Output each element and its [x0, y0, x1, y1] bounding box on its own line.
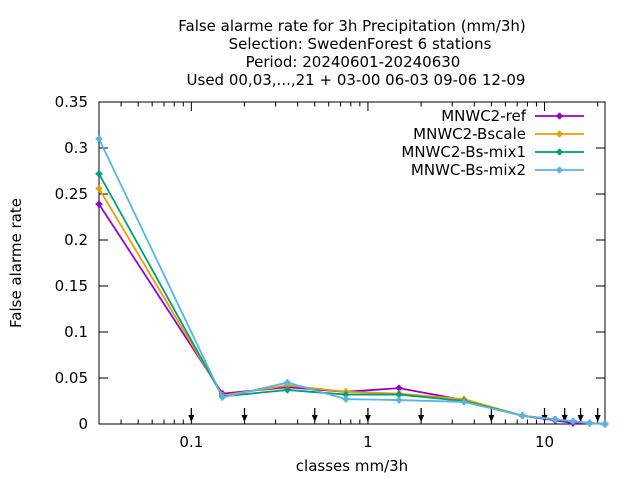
chart-title-line-1: False alarme rate for 3h Precipitation (… — [178, 17, 526, 35]
series-3-point-10 — [602, 421, 608, 427]
axes: 0 0.05 0.1 0.15 0.2 0.25 0.3 0.35 0.1 1 10 — [55, 93, 605, 451]
legend-marker-3 — [556, 167, 563, 173]
class-marker-arrow-2 — [311, 415, 318, 422]
y-tick-label-1: 0.05 — [55, 369, 88, 387]
legend-label-1: MNWC2-Bscale — [413, 125, 526, 143]
chart-title-line-3: Period: 20240601-20240630 — [246, 53, 461, 71]
chart-title-line-4: Used 00,03,...,21 + 03-00 06-03 09-06 12… — [187, 71, 526, 89]
class-marker-arrow-1 — [241, 415, 248, 422]
series-3-point-2 — [284, 380, 291, 386]
x-axis-label: classes mm/3h — [296, 457, 408, 475]
y-tick-label-3: 0.15 — [55, 277, 88, 295]
legend-marker-0 — [556, 113, 563, 119]
series-layer — [95, 135, 609, 428]
series-0-point-4 — [396, 385, 402, 391]
chart-title-line-2: Selection: SwedenForest 6 stations — [229, 35, 492, 53]
series-3-point-5 — [461, 399, 467, 405]
legend-label-3: MNWC-Bs-mix2 — [411, 161, 526, 179]
legend-marker-2 — [556, 149, 563, 155]
legend: MNWC2-refMNWC2-BscaleMNWC2-Bs-mix1MNWC-B… — [401, 107, 584, 179]
class-marker-arrow-0 — [188, 415, 195, 422]
legend-marker-1 — [556, 131, 563, 137]
series-3-point-8 — [570, 418, 576, 424]
class-marker-arrow-4 — [418, 415, 425, 422]
series-2-point-0 — [96, 171, 102, 177]
plot-frame — [98, 101, 606, 425]
series-2-point-3 — [343, 391, 349, 398]
x-tick-label-2: 10 — [535, 433, 554, 451]
series-2-point-4 — [396, 391, 402, 398]
class-marker-arrow-9 — [594, 415, 601, 422]
series-0 — [95, 200, 609, 428]
chart-title: False alarme rate for 3h Precipitation (… — [178, 17, 526, 89]
y-tick-label-7: 0.35 — [55, 93, 88, 111]
class-marker-arrow-5 — [488, 415, 495, 422]
series-3-point-1 — [219, 394, 226, 400]
class-markers — [188, 408, 601, 422]
legend-label-2: MNWC2-Bs-mix1 — [401, 143, 526, 161]
series-0-point-0 — [96, 201, 102, 207]
series-3-point-0 — [96, 136, 102, 142]
y-tick-label-0: 0 — [78, 415, 88, 433]
series-3-point-3 — [343, 396, 349, 402]
series-2-point-2 — [284, 387, 291, 393]
series-3-point-7 — [552, 416, 558, 422]
y-tick-label-5: 0.25 — [55, 185, 88, 203]
series-3 — [95, 135, 609, 428]
y-tick-label-2: 0.1 — [64, 323, 88, 341]
y-axis-label: False alarme rate — [7, 198, 25, 328]
x-tick-label-0: 0.1 — [179, 433, 203, 451]
y-tick-label-4: 0.2 — [64, 231, 88, 249]
y-tick-label-6: 0.3 — [64, 139, 88, 157]
series-3-point-9 — [587, 420, 593, 426]
series-2 — [95, 170, 609, 428]
series-3-point-4 — [396, 397, 402, 403]
class-marker-arrow-8 — [577, 415, 584, 422]
x-tick-label-1: 1 — [363, 433, 373, 451]
class-marker-arrow-3 — [364, 415, 371, 422]
series-line-3 — [98, 138, 606, 425]
class-marker-arrow-7 — [561, 415, 568, 422]
series-3-point-6 — [519, 413, 526, 419]
legend-label-0: MNWC2-ref — [441, 107, 526, 125]
series-1-point-0 — [96, 185, 102, 192]
series-line-1 — [98, 188, 606, 425]
